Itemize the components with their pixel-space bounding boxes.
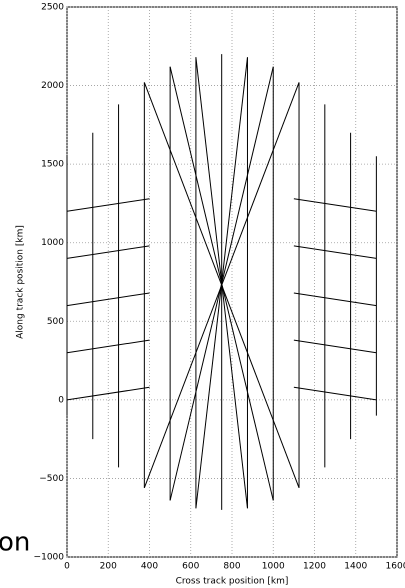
- x-tick-label: 600: [182, 562, 199, 572]
- scan-segment: [293, 339, 377, 354]
- scan-segment: [66, 292, 150, 307]
- x-axis-label: Cross track position [km]: [176, 577, 289, 587]
- scan-segment: [66, 198, 150, 212]
- scan-segment: [293, 245, 377, 259]
- x-tick-label: 1600: [386, 562, 405, 572]
- y-tick-label: −1000: [34, 553, 65, 563]
- x-tick-label: 200: [100, 562, 117, 572]
- scan-segment: [293, 292, 377, 307]
- y-tick-label: 500: [47, 317, 64, 327]
- y-tick-label: 1500: [41, 160, 64, 170]
- x-tick-label: 0: [64, 562, 70, 572]
- x-tick-label: 1000: [262, 562, 285, 572]
- x-tick-label: 1200: [303, 562, 326, 572]
- scan-segment: [195, 57, 248, 509]
- y-axis-label: Along track position [km]: [16, 225, 26, 339]
- scan-segment: [66, 339, 150, 354]
- y-tick-label: 0: [58, 395, 64, 405]
- y-tick-label: 2500: [41, 3, 64, 13]
- annotation: on: [0, 528, 30, 558]
- y-tick-label: 1000: [41, 238, 64, 248]
- y-tick-label: −500: [39, 474, 64, 484]
- scan-segment: [66, 386, 150, 401]
- plot-frame: [66, 6, 398, 558]
- x-tick-label: 800: [223, 562, 240, 572]
- scan-segment: [293, 198, 377, 212]
- x-tick-label: 1400: [344, 562, 367, 572]
- x-tick-label: 400: [141, 562, 158, 572]
- y-tick-label: 2000: [41, 81, 64, 91]
- scan-segment: [66, 245, 150, 259]
- scan-segment: [293, 386, 377, 401]
- scan-segment: [143, 82, 300, 489]
